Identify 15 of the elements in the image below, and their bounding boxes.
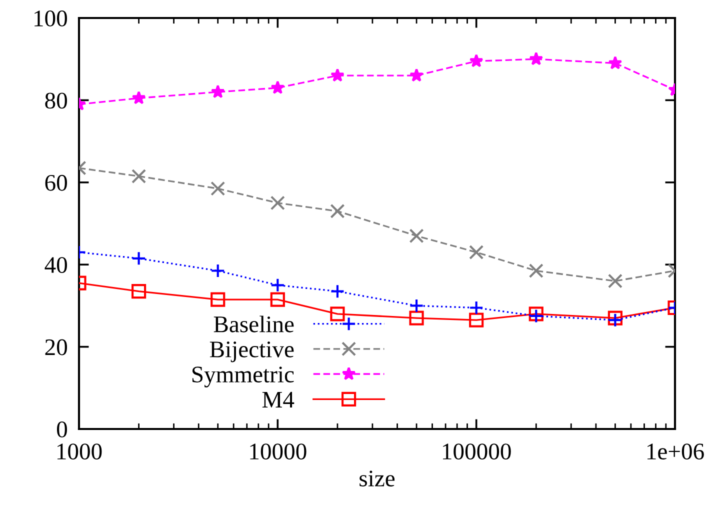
y-tick-label: 80 [45, 92, 67, 109]
x-tick-label: 1000 [57, 444, 102, 460]
x-tick-label: 1e+06 [647, 444, 704, 460]
x-tick-label: 10000 [250, 444, 306, 460]
y-tick-label: 20 [45, 339, 67, 356]
y-tick-label: 0 [56, 421, 67, 438]
y-tick-label: 40 [44, 257, 67, 274]
x-tick-label: 100000 [442, 444, 511, 460]
y-tick-label: 60 [45, 174, 67, 191]
legend-label: Bijective [210, 342, 294, 362]
legend-label: M4 [262, 392, 294, 408]
legend-label: Symmetric [192, 366, 294, 388]
legend-label: Baseline [214, 316, 294, 332]
y-tick-label: 100 [34, 10, 67, 26]
x-axis-title: size [360, 470, 395, 486]
